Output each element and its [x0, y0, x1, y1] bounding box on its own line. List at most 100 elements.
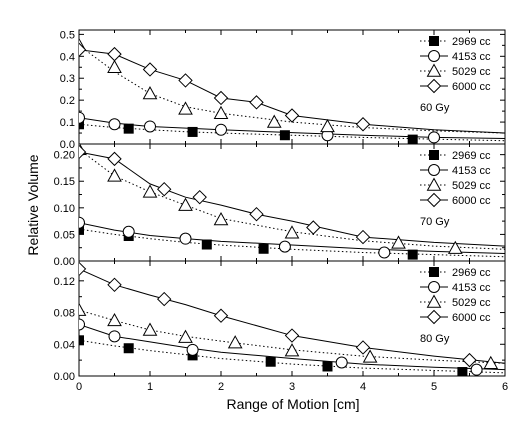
data-point: [107, 151, 122, 167]
data-point: [107, 59, 122, 73]
data-point: [108, 330, 121, 343]
y-tick-label: 0.12: [54, 276, 75, 288]
data-point: [122, 225, 135, 238]
series-2: [79, 148, 505, 250]
series-markers-2: [79, 37, 335, 133]
legend-label: 6000 cc: [452, 312, 491, 324]
data-point: [266, 114, 282, 128]
data-point: [123, 343, 134, 354]
y-tick-label: 0.1: [60, 117, 75, 129]
data-point: [142, 86, 158, 100]
data-point: [355, 340, 371, 355]
data-point: [107, 312, 122, 327]
data-point: [142, 62, 158, 77]
y-tick-label: 0.05: [54, 229, 75, 241]
data-point: [107, 46, 122, 62]
data-point: [186, 343, 199, 356]
series-markers-3: [79, 144, 371, 245]
data-point: [355, 117, 371, 132]
y-tick-label: 0.00: [54, 371, 75, 383]
data-point: [284, 108, 300, 123]
plot-frame: [78, 29, 506, 145]
legend-label: 5029 cc: [452, 297, 491, 309]
y-tick-label: 0.5: [60, 29, 75, 41]
series-line: [79, 49, 505, 134]
legend-label: 4153 cc: [452, 51, 491, 63]
series-markers-3: [79, 42, 371, 132]
data-point: [249, 95, 264, 110]
legend-marker: [426, 309, 442, 325]
legend-marker: [429, 150, 439, 160]
data-point: [108, 118, 121, 131]
data-point: [123, 123, 134, 134]
legend-marker: [426, 294, 442, 308]
legend-label: 2969 cc: [452, 267, 491, 279]
data-point: [355, 229, 371, 245]
legend-label: 6000 cc: [452, 81, 491, 93]
data-point: [79, 318, 85, 331]
y-tick-label: 0.3: [60, 73, 75, 85]
data-point: [179, 232, 192, 245]
data-point: [213, 308, 229, 323]
series-line: [79, 339, 505, 374]
x-tick-label: 2: [218, 381, 224, 393]
data-point: [362, 349, 378, 363]
series-markers-1: [79, 216, 391, 259]
legend-label: 2969 cc: [452, 150, 491, 162]
data-point: [79, 261, 87, 277]
data-layer: [79, 37, 505, 144]
legend-marker: [428, 164, 440, 176]
data-point: [178, 73, 193, 88]
data-point: [457, 367, 468, 376]
x-tick-label: 5: [431, 381, 437, 393]
data-point: [107, 168, 122, 182]
data-point: [407, 249, 418, 260]
series-markers-2: [79, 144, 463, 254]
data-point: [79, 216, 85, 229]
legend-marker: [429, 36, 439, 46]
plot-frame: [78, 143, 506, 262]
data-point: [213, 90, 229, 106]
data-point: [462, 352, 477, 368]
data-point: [227, 335, 243, 349]
data-point: [213, 105, 229, 120]
series-1: [79, 323, 505, 371]
data-point: [79, 42, 87, 57]
y-tick-label: 0.00: [54, 256, 75, 268]
y-tick-label: 0.15: [54, 176, 75, 188]
data-point: [192, 189, 207, 205]
legend-label: 5029 cc: [452, 180, 491, 192]
panel-label: 70 Gy: [420, 216, 450, 228]
data-point: [306, 220, 321, 235]
y-tick-label: 0.10: [54, 203, 75, 215]
legend-label: 5029 cc: [452, 66, 491, 78]
data-point: [142, 184, 158, 198]
y-tick-label: 0.08: [54, 308, 75, 320]
x-tick-label: 0: [76, 381, 82, 393]
series-3: [79, 49, 505, 134]
panel-0: 0.0 0.1 0.2 0.3 0.4 0.5 2969 cc 4153 cc 5029 cc 6…: [60, 29, 506, 151]
legend-label: 4153 cc: [452, 282, 491, 294]
y-tick-label: 0.2: [60, 95, 75, 107]
data-point: [284, 343, 300, 357]
legend-marker: [426, 192, 442, 208]
y-tick-label: 0.04: [54, 339, 75, 351]
x-tick-label: 4: [360, 381, 366, 393]
legend: 2969 cc 4153 cc 5029 cc 6000 cc: [420, 267, 491, 325]
legend-label: 2969 cc: [452, 36, 491, 48]
y-axis-title: Relative Volume: [25, 154, 41, 255]
data-point: [407, 134, 418, 144]
data-point: [144, 120, 156, 133]
x-tick-label: 3: [289, 381, 295, 393]
data-point: [249, 206, 264, 222]
series-markers-1: [79, 111, 440, 144]
legend-marker: [426, 78, 442, 94]
legend-marker: [428, 281, 440, 293]
data-point: [378, 246, 391, 259]
chart-panels: 0.0 0.1 0.2 0.3 0.4 0.5 2969 cc 4153 cc 5029 cc 6…: [54, 29, 508, 412]
y-tick-label: 0.20: [54, 150, 75, 162]
series-markers-1: [79, 318, 483, 376]
data-point: [79, 302, 87, 316]
y-tick-label: 0.0: [60, 139, 75, 151]
data-point: [79, 111, 85, 124]
